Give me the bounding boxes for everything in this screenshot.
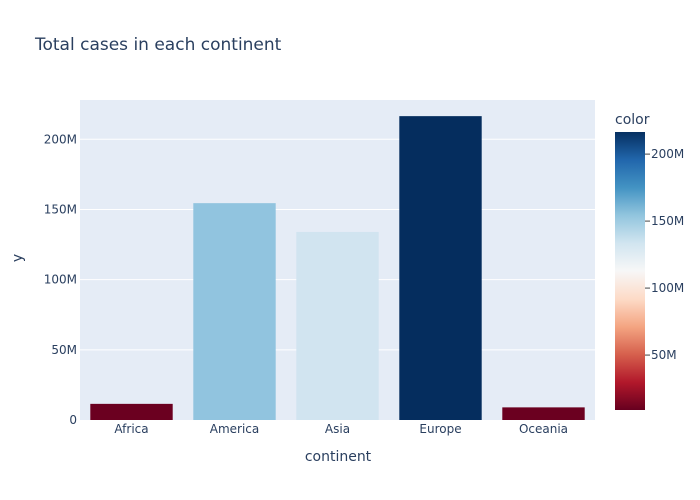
- colorbar-tick-label: 200M: [651, 147, 684, 161]
- x-tick-label: Africa: [114, 422, 148, 436]
- chart-title: Total cases in each continent: [34, 35, 282, 55]
- x-tick-label: Asia: [325, 422, 350, 436]
- y-axis-title: y: [10, 254, 26, 262]
- bar-europe[interactable]: [399, 116, 482, 420]
- y-tick-labels: 0 50M 100M 150M 200M: [44, 132, 77, 427]
- colorbar-title: color: [615, 112, 650, 128]
- colorbar-tick-label: 100M: [651, 281, 684, 295]
- y-tick-label: 100M: [44, 273, 77, 287]
- x-tick-labels: Africa America Asia Europe Oceania: [114, 422, 568, 436]
- x-tick-label: Oceania: [519, 422, 568, 436]
- colorbar-tick-label: 150M: [651, 214, 684, 228]
- bars: [90, 116, 585, 420]
- colorbar-tick-label: 50M: [651, 348, 677, 362]
- bar-asia[interactable]: [296, 231, 379, 420]
- colorbar-tick-labels: 50M 100M 150M 200M: [645, 147, 684, 362]
- y-tick-label: 200M: [44, 132, 77, 146]
- x-tick-label: Europe: [419, 422, 461, 436]
- bar-america[interactable]: [193, 203, 276, 420]
- colorbar: [615, 132, 645, 410]
- bar-oceania[interactable]: [502, 407, 585, 420]
- y-tick-label: 150M: [44, 202, 77, 216]
- bar-africa[interactable]: [90, 403, 173, 420]
- x-tick-label: America: [210, 422, 260, 436]
- y-tick-label: 0: [69, 413, 77, 427]
- y-tick-label: 50M: [51, 343, 77, 357]
- x-axis-title: continent: [305, 449, 372, 465]
